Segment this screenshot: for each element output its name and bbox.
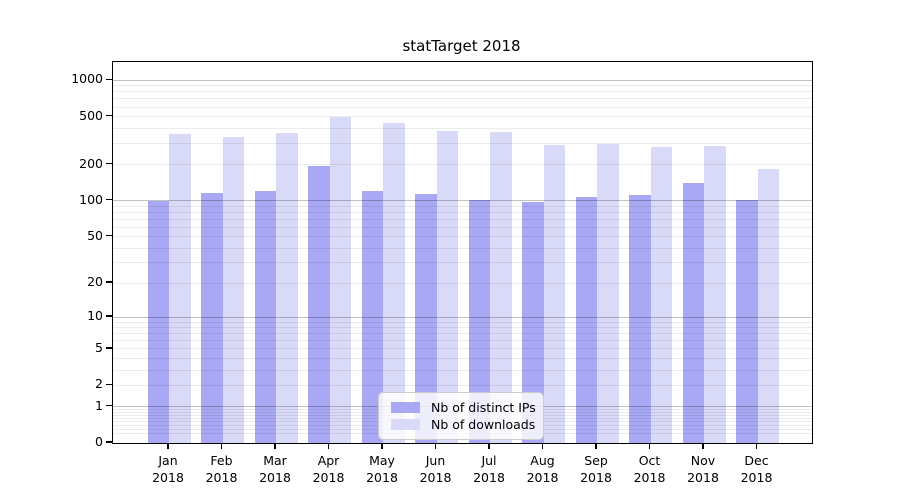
bar-downloads-dec-2018 [757,168,779,443]
x-tick-label-apr: Apr 2018 [312,453,345,485]
legend-swatch-distinct-ips [391,402,420,413]
bar-ips-aug-2018 [522,201,544,443]
y-tick-mark [106,383,112,386]
y-tick-label-1000: 1000 [71,71,103,87]
bar-downloads-jul-2018 [490,131,512,443]
bar-downloads-apr-2018 [329,117,351,443]
x-tick-mark [434,444,437,449]
x-tick-label-aug: Aug 2018 [526,453,559,485]
bar-downloads-mar-2018 [276,132,298,443]
x-tick-label-jun: Jun 2018 [419,453,452,485]
x-tick-label-sep: Sep 2018 [580,453,612,485]
bar-downloads-jan-2018 [169,134,191,443]
legend-item-downloads: Nb of downloads [387,416,535,433]
bar-ips-sep-2018 [575,197,597,443]
x-tick-mark [274,444,276,449]
bar-ips-feb-2018 [201,193,223,443]
y-tick-mark [106,198,112,201]
gridline-minor [113,106,812,108]
legend-label-downloads: Nb of downloads [431,417,536,432]
y-tick-label-5: 5 [95,339,103,355]
bar-ips-may-2018 [361,191,383,443]
gridline-minor [113,142,812,144]
gridline-minor [113,91,812,93]
x-tick-label-feb: Feb 2018 [205,453,238,485]
gridline-minor [113,127,812,129]
legend-label-distinct-ips: Nb of distinct IPs [431,400,536,415]
x-tick-mark [541,444,544,449]
y-tick-mark [106,234,112,237]
y-tick-label-10: 10 [87,308,103,324]
legend: Nb of distinct IPs Nb of downloads [378,392,544,440]
bar-ips-apr-2018 [308,166,330,443]
x-tick-mark [702,444,704,449]
x-tick-label-nov: Nov 2018 [687,453,719,485]
bar-downloads-may-2018 [383,123,405,443]
y-tick-mark [106,78,112,81]
x-tick-label-dec: Dec 2018 [740,453,773,485]
x-tick-label-jan: Jan 2018 [152,453,184,485]
bar-ips-dec-2018 [736,199,758,443]
y-tick-label-1: 1 [95,397,103,413]
y-axis-tick-labels: 0 1 2 5 10 20 50 100 200 500 1000 [0,0,103,500]
x-tick-mark [755,444,758,449]
legend-item-distinct-ips: Nb of distinct IPs [387,399,536,416]
y-tick-label-20: 20 [87,274,103,290]
y-tick-label-100: 100 [79,191,103,207]
x-tick-mark [327,444,330,449]
legend-swatch-downloads [391,419,420,430]
y-tick-label-50: 50 [87,227,103,243]
gridline-minor [113,85,812,87]
x-tick-mark [488,444,490,449]
bar-downloads-aug-2018 [543,144,565,443]
bar-ips-jul-2018 [468,200,490,443]
y-tick-label-2: 2 [95,376,103,392]
x-tick-label-mar: Mar 2018 [259,453,291,485]
bar-ips-jan-2018 [147,200,169,443]
x-tick-label-oct: Oct 2018 [633,453,666,485]
y-tick-mark [106,114,112,117]
bar-downloads-nov-2018 [704,145,726,443]
plot-area [112,61,813,444]
y-tick-label-500: 500 [79,107,103,123]
x-tick-mark [595,444,597,449]
bar-ips-jun-2018 [415,193,437,443]
y-tick-mark [106,404,112,407]
gridline-minor [113,98,812,100]
y-tick-mark [106,281,112,283]
x-tick-mark [220,444,223,449]
y-tick-mark [106,315,112,317]
bar-downloads-sep-2018 [597,144,619,443]
bar-ips-mar-2018 [254,191,276,443]
bar-ips-oct-2018 [629,194,651,443]
x-tick-label-may: May 2018 [366,453,398,485]
chart-title: statTarget 2018 [402,37,521,55]
x-tick-label-jul: Jul 2018 [473,453,505,485]
bar-downloads-oct-2018 [650,146,672,443]
gridline-minor [113,116,812,118]
bar-downloads-feb-2018 [222,137,244,443]
x-tick-mark [167,444,169,449]
y-tick-label-200: 200 [79,155,103,171]
y-tick-mark [106,162,112,165]
x-tick-mark [648,444,651,449]
y-tick-mark [106,347,112,349]
y-tick-label-0: 0 [95,434,103,449]
bar-ips-nov-2018 [682,183,704,443]
x-tick-mark [381,444,383,449]
bar-downloads-jun-2018 [436,131,458,443]
gridline-major [113,79,812,81]
y-tick-mark [106,441,112,443]
